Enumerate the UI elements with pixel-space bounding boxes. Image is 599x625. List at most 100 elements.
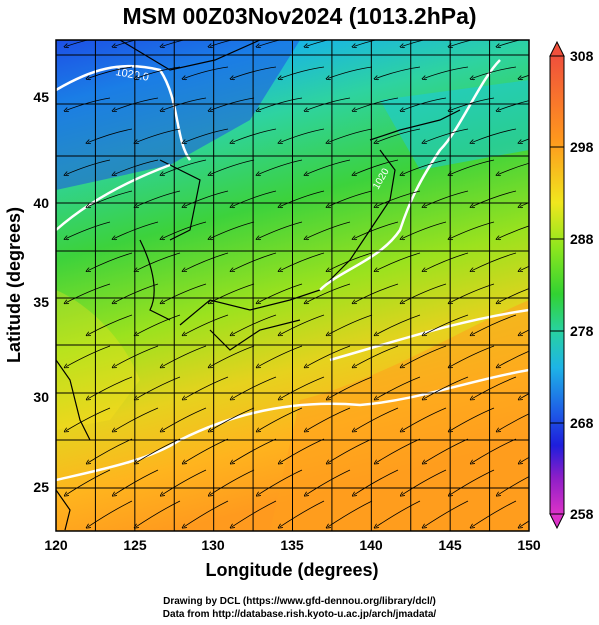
wind-streamline — [88, 314, 133, 335]
wind-streamline — [354, 469, 399, 495]
wind-streamline — [66, 40, 90, 46]
wind-streamline — [162, 221, 207, 239]
wind-streamline — [498, 476, 529, 495]
wind-streamline — [498, 288, 529, 303]
wind-streamline — [376, 314, 421, 335]
y-tick-label: 35 — [33, 294, 49, 310]
y-tick-label: 30 — [33, 389, 49, 405]
wind-streamline — [376, 252, 421, 271]
wind-streamline — [354, 40, 378, 46]
wind-streamline — [162, 40, 186, 46]
wind-streamline — [114, 221, 159, 239]
colorbar-tick-label: 288 — [570, 231, 594, 247]
x-tick-labels: 120 125 130 135 140 145 150 — [44, 537, 541, 553]
wind-streamline — [114, 159, 159, 174]
x-axis-label: Longitude (degrees) — [205, 560, 378, 580]
wind-streamline — [520, 520, 529, 527]
wind-streamline — [472, 500, 517, 527]
wind-streamline — [66, 221, 111, 239]
wind-streamline — [280, 376, 325, 399]
wind-streamline — [376, 190, 421, 207]
wind-streamline — [280, 66, 325, 78]
isobar-label-1: 1020.0 — [114, 66, 149, 84]
wind-streamline — [280, 252, 325, 271]
wind-streamline — [88, 66, 133, 78]
wind-streamline — [376, 438, 421, 463]
wind-streamline — [472, 252, 517, 271]
wind-streamline — [354, 159, 399, 174]
colorbar-tick-label: 278 — [570, 323, 594, 339]
wind-streamline — [402, 407, 447, 431]
wind-streamline — [498, 162, 529, 174]
wind-streamline — [354, 407, 399, 431]
wind-streamline — [306, 407, 351, 431]
wind-streamline — [498, 100, 529, 110]
wind-streamline — [306, 97, 351, 110]
wind-streamline — [498, 350, 529, 367]
colorbar-tick-label: 298 — [570, 139, 594, 155]
wind-streamline — [472, 438, 517, 463]
x-tick-label: 135 — [280, 537, 304, 553]
wind-streamline — [136, 438, 181, 463]
map-title: MSM 00Z03Nov2024 (1013.2hPa) — [122, 3, 477, 29]
wind-streamline — [450, 97, 495, 110]
wind-streamline — [232, 500, 277, 527]
wind-streamline — [402, 40, 426, 46]
wind-streamline — [450, 159, 495, 174]
x-tick-label: 120 — [44, 537, 68, 553]
wind-streamline — [402, 221, 447, 239]
wind-streamline — [280, 500, 325, 527]
wind-streamline — [114, 40, 138, 46]
colorbar-tick-label: 268 — [570, 415, 594, 431]
wind-streamline — [184, 252, 229, 271]
wind-streamline — [232, 128, 277, 142]
wind-streamline — [232, 252, 277, 271]
wind-streamline — [162, 345, 207, 367]
wind-streamline — [136, 500, 181, 527]
coastlines — [56, 40, 461, 531]
wind-streamline — [232, 438, 277, 463]
wind-streamline — [280, 190, 325, 207]
wind-streamline — [424, 66, 469, 78]
wind-streamline — [184, 438, 229, 463]
wind-streamline — [424, 314, 469, 335]
wind-streamline — [258, 345, 303, 367]
wind-streamline — [498, 225, 529, 239]
wind-streamline — [136, 314, 181, 335]
x-tick-label: 130 — [201, 537, 225, 553]
wind-streamline — [424, 438, 469, 463]
wind-streamline — [114, 283, 159, 303]
wind-streamline — [66, 159, 111, 174]
wind-streamline — [520, 265, 529, 271]
wind-streamline — [424, 376, 469, 399]
plot-frame — [55, 39, 530, 532]
grid-lines — [56, 40, 529, 531]
y-tick-label: 45 — [33, 89, 49, 105]
wind-streamline — [450, 407, 495, 431]
x-tick-label: 125 — [123, 537, 147, 553]
wind-streamline — [114, 345, 159, 367]
wind-streamline — [402, 283, 447, 303]
wind-streamline — [114, 407, 159, 431]
wind-streamline — [136, 128, 181, 142]
credit-data: Data from http://database.rish.kyoto-u.a… — [162, 609, 437, 620]
wind-streamline — [280, 438, 325, 463]
wind-streamline — [88, 190, 133, 207]
wind-streamline — [472, 66, 517, 78]
colorbar-tick-label: 308 — [570, 48, 594, 64]
x-tick-label: 145 — [438, 537, 462, 553]
wind-streamline — [258, 221, 303, 239]
wind-streamline — [402, 97, 447, 110]
wind-streamline — [498, 40, 522, 46]
y-tick-label: 25 — [33, 479, 49, 495]
wind-streamline — [450, 40, 474, 46]
y-axis-label: Latitude (degrees) — [4, 207, 24, 363]
x-tick-label: 150 — [517, 537, 541, 553]
wind-streamline — [520, 138, 529, 142]
wind-streamline — [376, 500, 421, 527]
wind-streamline — [450, 345, 495, 367]
wind-streamline — [258, 159, 303, 174]
wind-streamline — [424, 500, 469, 527]
wind-streamline — [258, 283, 303, 303]
wind-streamline — [306, 159, 351, 174]
